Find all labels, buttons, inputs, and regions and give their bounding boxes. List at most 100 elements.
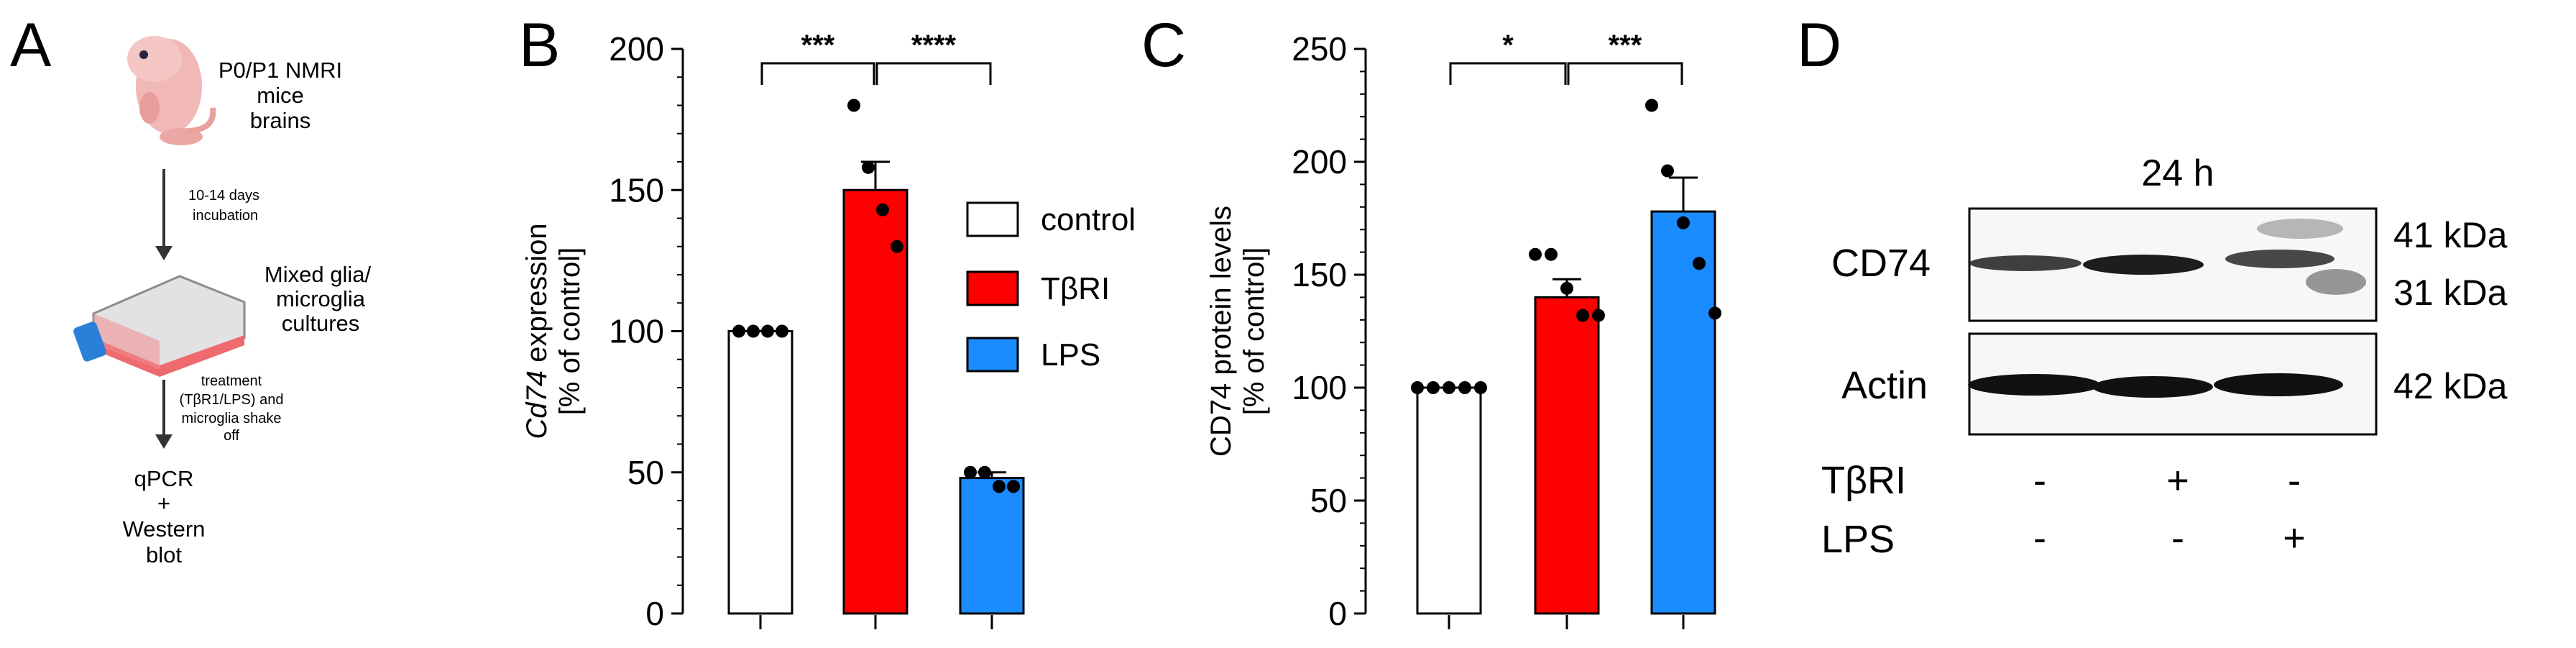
legend-item-lps: LPS: [966, 337, 1100, 373]
data-point: [1474, 381, 1487, 394]
panel-c: C 0 50 100 150 200 250 CD74 protein levels [% o…: [1141, 11, 1721, 632]
data-point: [1427, 381, 1440, 394]
significance-bracket: [875, 62, 992, 85]
legend: control TβRI LPS: [966, 201, 1136, 373]
svg-text:incubation: incubation: [193, 208, 258, 224]
size-label-31kda: 31 kDa: [2393, 273, 2508, 313]
data-point: [1708, 306, 1721, 320]
treatment-mark: -: [2171, 516, 2184, 560]
svg-text:+: +: [157, 490, 170, 516]
svg-text:(TβR1/LPS) and: (TβR1/LPS) and: [180, 392, 284, 408]
treatment-row-lps: LPS - - +: [1821, 516, 2306, 561]
data-point: [964, 465, 977, 479]
data-point: [732, 324, 745, 338]
data-point: [1443, 381, 1455, 394]
svg-text:Mixed glia/: Mixed glia/: [264, 262, 372, 287]
bar-LPS: [1650, 210, 1716, 615]
y-axis-label: Cd74 expression: [521, 223, 553, 439]
legend-label-tbri: TβRI: [1041, 271, 1110, 306]
bar-TβRI: [1534, 296, 1600, 615]
svg-text:microglia: microglia: [276, 286, 366, 311]
blot-cd74: [1968, 207, 2378, 322]
svg-text:Western: Western: [123, 516, 206, 542]
y-axis-label: CD74 protein levels: [1205, 206, 1237, 457]
data-point: [1007, 480, 1020, 493]
timepoint-label: 24 h: [2141, 152, 2214, 194]
svg-text:cultures: cultures: [282, 311, 360, 336]
y-tick-label: 100: [609, 313, 664, 350]
data-point: [1458, 381, 1471, 394]
panel-d-letter: D: [1797, 11, 1841, 80]
y-axis-label-units: [% of control]: [554, 247, 586, 415]
y-tick-label: 0: [645, 595, 664, 632]
panel-b-letter: B: [519, 11, 560, 80]
step1-label: 10-14 days incubation: [188, 188, 259, 224]
data-point: [747, 324, 760, 338]
treatment-mark: +: [2283, 516, 2306, 560]
y-tick-label: 100: [1292, 369, 1347, 406]
y-tick-label: 150: [609, 171, 664, 209]
svg-text:treatment: treatment: [201, 373, 262, 389]
significance-bracket: [760, 62, 875, 85]
data-point: [1693, 257, 1706, 270]
step2-label: treatment (TβR1/LPS) and microglia shake…: [180, 373, 284, 444]
treatment-mark: -: [2033, 516, 2046, 560]
y-tick-label: 150: [1292, 256, 1347, 293]
data-point: [993, 480, 1006, 493]
panel-c-letter: C: [1141, 11, 1186, 80]
bar-LPS: [959, 477, 1025, 615]
significance-label: *: [1502, 29, 1514, 61]
panel-a: A P0/P1 NMRI mice brains 10-14 days incu…: [10, 11, 371, 567]
y-tick-label: 50: [627, 454, 664, 491]
y-axis-label-units: [% of control]: [1238, 247, 1270, 415]
blot-actin: [1968, 332, 2378, 436]
svg-text:microglia shake: microglia shake: [182, 411, 282, 426]
data-point: [1592, 309, 1605, 322]
svg-text:brains: brains: [250, 108, 310, 133]
data-point: [1677, 216, 1690, 229]
y-tick-label: 200: [1292, 143, 1347, 181]
data-point: [761, 324, 774, 338]
treatment-mark: +: [2166, 459, 2189, 502]
data-point: [1545, 247, 1558, 261]
bar-control: [1416, 386, 1482, 615]
output-label: qPCR + Western blot: [123, 466, 206, 567]
data-point: [1645, 99, 1658, 112]
significance-label: ***: [801, 29, 835, 61]
y-tick-label: 250: [1292, 30, 1347, 68]
svg-text:mice: mice: [257, 83, 303, 108]
data-point: [876, 203, 889, 216]
svg-text:10-14 days: 10-14 days: [188, 188, 259, 204]
culture-flask-icon: [73, 275, 246, 377]
mouse-label: P0/P1 NMRI mice brains: [218, 58, 342, 133]
treatment-mark: -: [2033, 459, 2046, 502]
svg-text:P0/P1 NMRI: P0/P1 NMRI: [218, 58, 342, 83]
arrow-head-1: [155, 246, 172, 260]
legend-label-lps: LPS: [1041, 337, 1100, 373]
panel-a-letter: A: [10, 11, 52, 80]
chart-b: 0 50 100 150 200 Cd74 expression [% of control…: [521, 29, 1025, 632]
data-point: [1661, 164, 1674, 178]
significance-bracket: [1567, 62, 1683, 85]
treatment-label-lps: LPS: [1821, 518, 1895, 561]
svg-text:qPCR: qPCR: [134, 466, 194, 491]
flask-label: Mixed glia/ microglia cultures: [264, 262, 372, 336]
y-tick-label: 50: [1310, 482, 1347, 519]
data-point: [862, 160, 875, 174]
arrow-head-2: [155, 434, 172, 449]
legend-item-control: control: [966, 201, 1136, 237]
significance-label: ****: [911, 29, 957, 61]
size-label-42kda: 42 kDa: [2393, 366, 2508, 406]
mouse-pup-icon: [127, 36, 216, 145]
data-point: [776, 324, 788, 338]
treatment-row-tbri: TβRI - + -: [1821, 459, 2301, 502]
bar-TβRI: [842, 188, 908, 615]
panel-d: D 24 h CD74 Actin 41 kDa 31 kDa 42 kDa T…: [1797, 11, 2508, 561]
data-point: [1576, 309, 1589, 322]
bar-control: [727, 330, 794, 615]
svg-text:off: off: [224, 428, 239, 444]
treatment-mark: -: [2288, 459, 2301, 502]
data-point: [847, 99, 860, 112]
data-point: [1411, 381, 1424, 394]
